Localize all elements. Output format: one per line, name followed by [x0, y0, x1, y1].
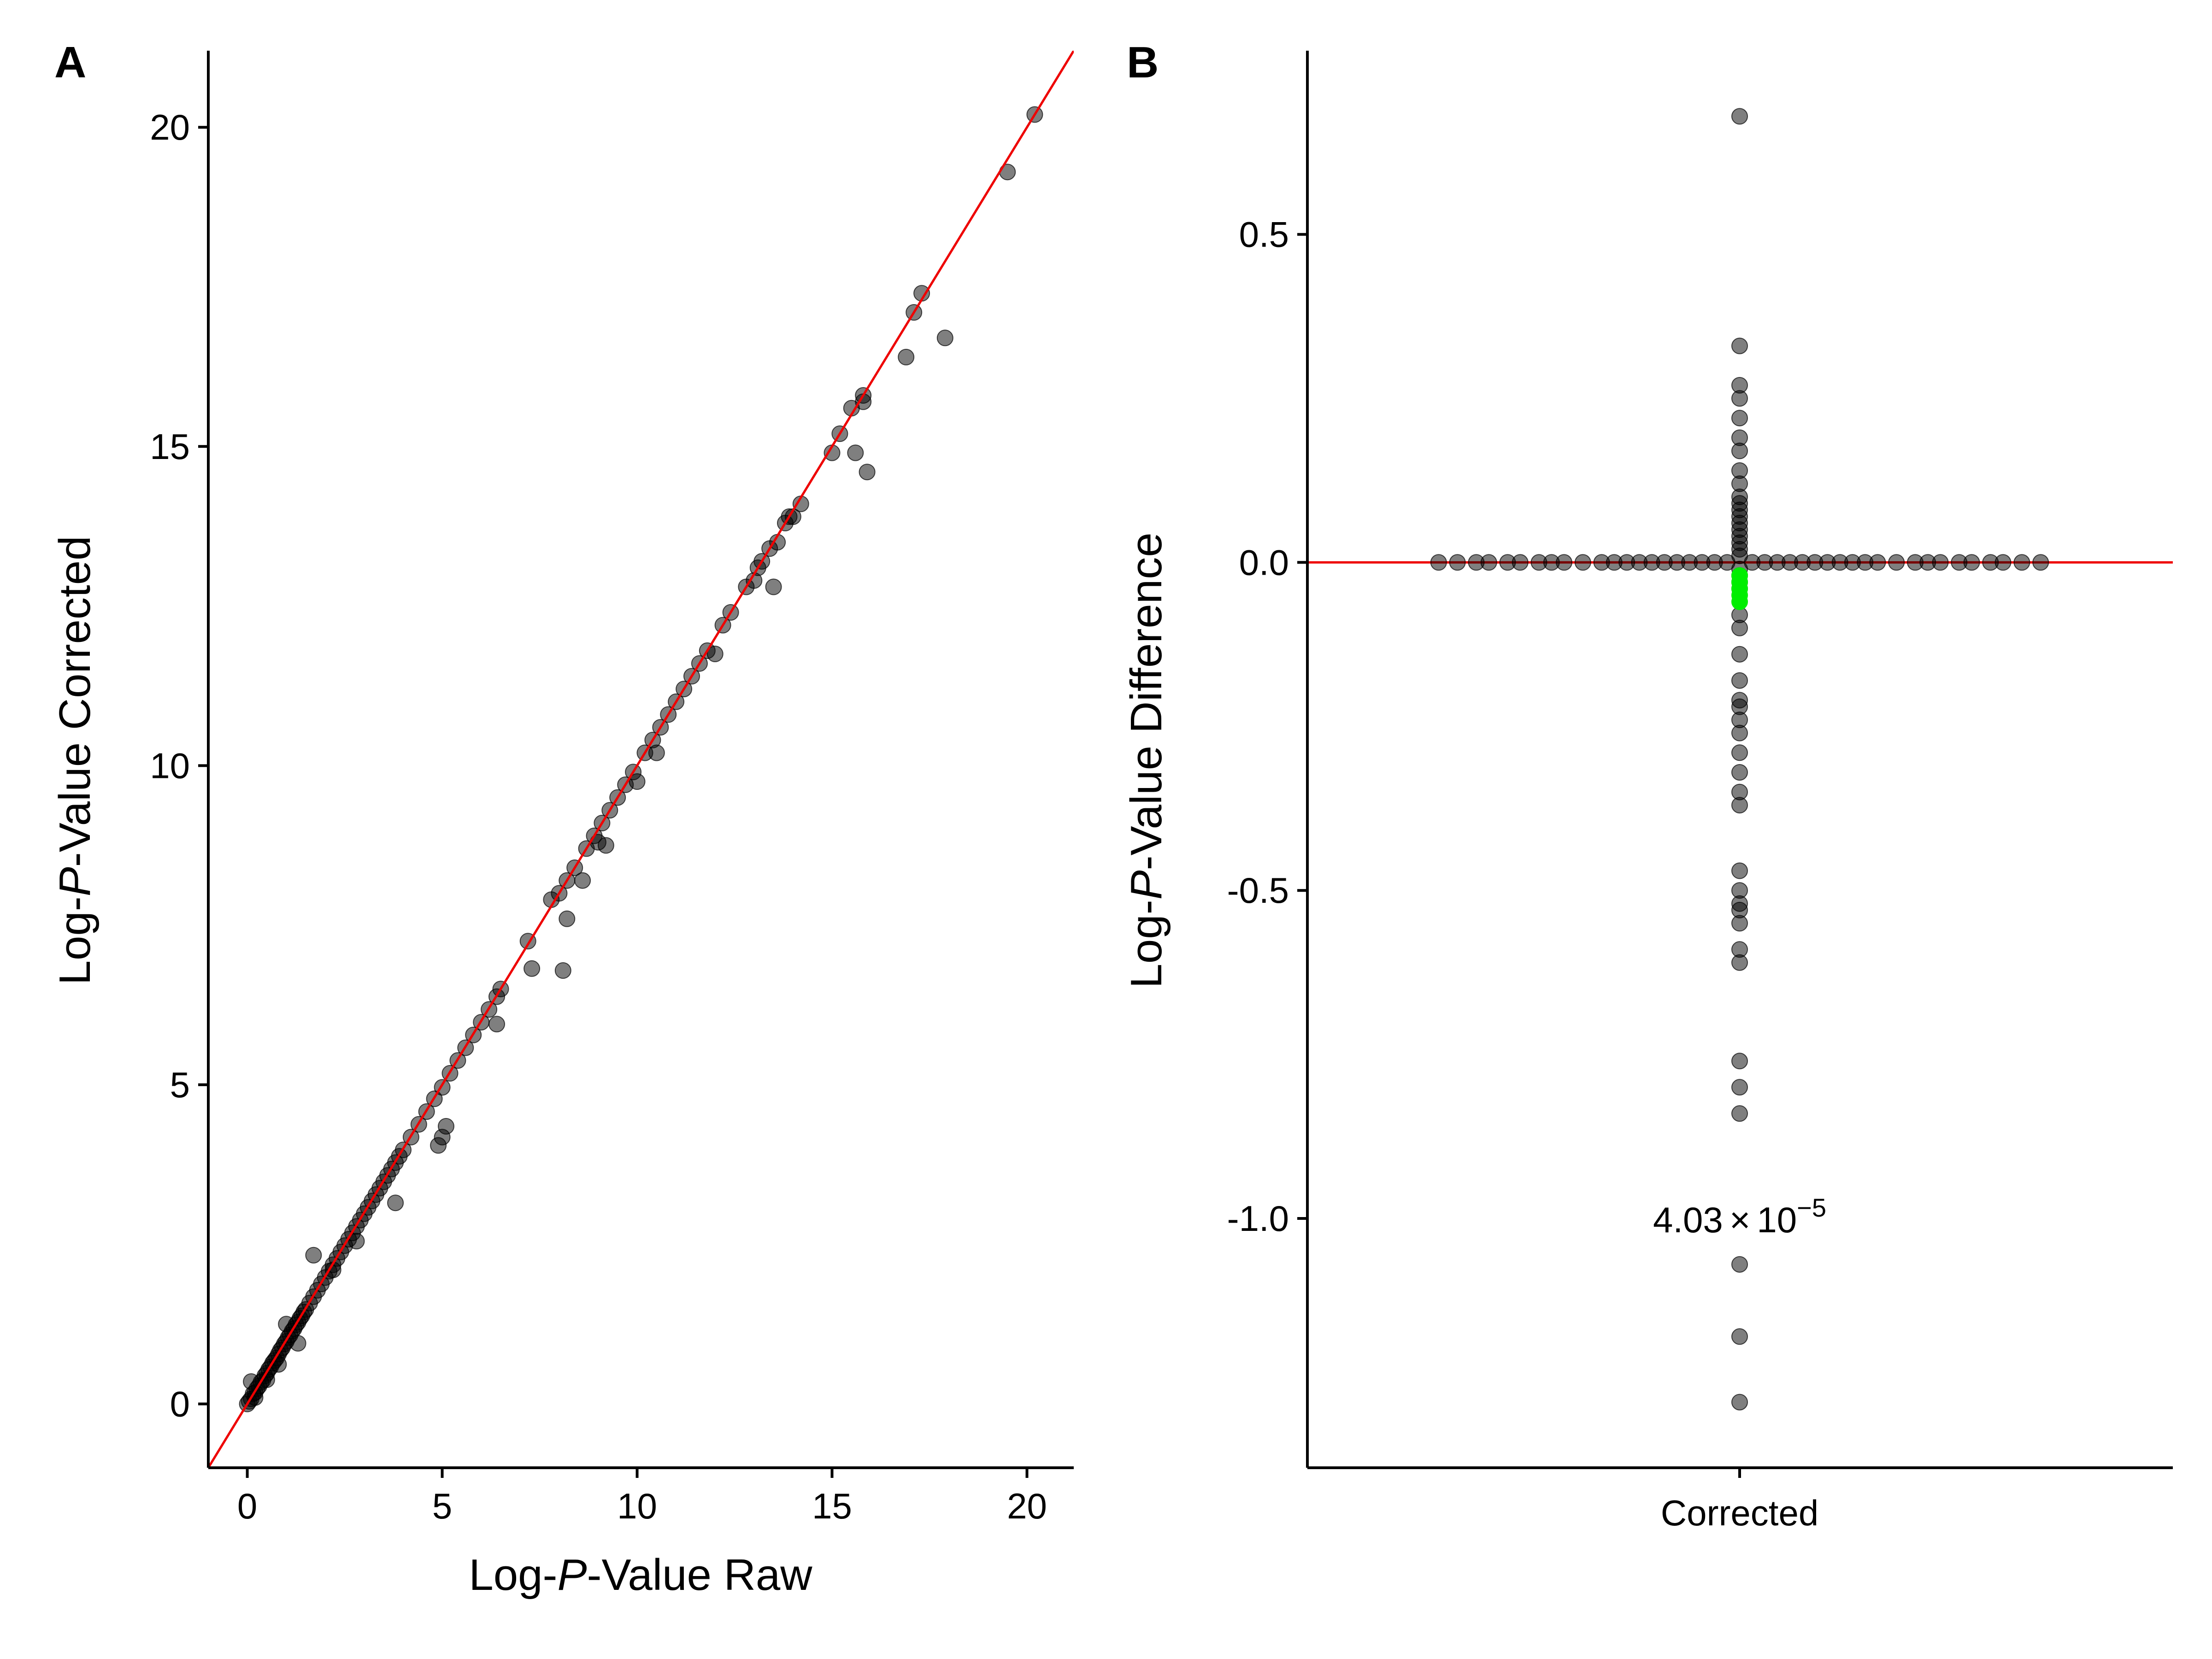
panel-b-point: [1932, 554, 1949, 571]
panel-a-point: [559, 910, 576, 927]
panel-a: A 0 5 10 15 20 0 5 10 15 20 Log-P-Value Raw Log-…: [50, 38, 1074, 1600]
panel-a-x-axis-title: Log-P-Value Raw: [469, 1550, 812, 1600]
panel-b-point: [1731, 410, 1748, 427]
panel-a-y-tick-label: 15: [150, 426, 190, 467]
panel-b-point: [1963, 554, 1980, 571]
panel-a-y-ticks: 0 5 10 15 20: [150, 107, 208, 1424]
panel-b-pvalue-annotation: 4.03 × 10−5: [1653, 1193, 1826, 1240]
panel-a-x-tick-label: 0: [237, 1486, 257, 1526]
panel-b-point: [1731, 744, 1748, 761]
panel-a-point: [936, 329, 953, 347]
panel-a-point: [305, 1247, 322, 1264]
panel-a-point: [387, 1194, 404, 1212]
panel-b-point: [1888, 554, 1905, 571]
panel-b-point: [1731, 1256, 1748, 1273]
panel-b-y-tick-label: 0.0: [1239, 542, 1289, 582]
panel-b-point: [1556, 554, 1572, 571]
panel-b-point: [1731, 646, 1748, 663]
panel-b-point: [1731, 108, 1748, 125]
panel-b-point: [1512, 554, 1529, 571]
panel-b-point: [1994, 554, 2012, 571]
panel-a-point: [898, 348, 915, 365]
panel-b-point: [1731, 1394, 1748, 1411]
panel-b-points: [1430, 108, 2049, 1411]
panel-b-point: [1731, 764, 1748, 781]
panel-b-point: [1731, 915, 1748, 932]
panel-b-point: [1731, 672, 1748, 689]
panel-b-point: [1731, 390, 1748, 407]
panel-a-point: [488, 1016, 505, 1033]
panel-a-y-tick-label: 5: [170, 1065, 190, 1105]
panel-b-point: [1731, 724, 1748, 741]
panel-a-point: [348, 1233, 365, 1250]
panel-a-y-tick-label: 20: [150, 107, 190, 147]
panel-a-point: [859, 464, 876, 481]
panel-a-point: [270, 1356, 287, 1373]
panel-b-point: [1480, 554, 1497, 571]
panel-b-y-tick-label: 0.5: [1239, 214, 1289, 255]
panel-a-point: [847, 444, 864, 461]
panel-a-point: [438, 1118, 454, 1135]
panel-b-point: [1430, 554, 1447, 571]
panel-b-point: [1731, 619, 1748, 636]
panel-a-point: [289, 1335, 306, 1352]
panel-a-point: [574, 872, 591, 889]
panel-b-y-tick-label: -1.0: [1227, 1198, 1289, 1239]
panel-a-point: [554, 962, 571, 979]
panel-a-x-ticks: 0 5 10 15 20: [237, 1468, 1047, 1526]
panel-b-point: [1449, 554, 1466, 571]
panel-b-y-tick-label: -0.5: [1227, 870, 1289, 911]
panel-a-label: A: [54, 38, 86, 87]
panel-b-highlight-point: [1731, 593, 1748, 610]
panel-a-point: [524, 960, 541, 977]
panel-b-point: [1731, 797, 1748, 814]
panel-b-point: [1869, 554, 1886, 571]
panel-b-x-tick-label: Corrected: [1661, 1493, 1818, 1533]
panel-a-point: [706, 646, 724, 662]
panel-a-x-tick-label: 5: [432, 1486, 452, 1526]
panel-a-point: [648, 744, 665, 761]
panel-b-point: [1731, 954, 1748, 971]
panel-b-point: [1731, 1328, 1748, 1345]
panel-a-y-tick-label: 10: [150, 745, 190, 786]
panel-b-point: [1731, 1105, 1748, 1122]
panel-a-point: [765, 578, 782, 595]
panel-a-y-tick-label: 0: [170, 1383, 190, 1424]
panel-a-x-tick-label: 20: [1007, 1486, 1047, 1526]
panel-b-point: [1731, 862, 1748, 879]
panel-b-point: [1731, 442, 1748, 459]
panel-a-y-axis-title: Log-P-Value Corrected: [50, 536, 100, 985]
panel-b-point: [1731, 1079, 1748, 1096]
panel-a-x-tick-label: 10: [617, 1486, 657, 1526]
panel-b-point: [1731, 337, 1748, 354]
panel-a-point: [629, 773, 646, 790]
panel-b-point: [2013, 554, 2030, 571]
panel-b-point: [2032, 554, 2049, 571]
panel-a-point: [597, 837, 614, 854]
panel-a-x-tick-label: 15: [812, 1486, 852, 1526]
panel-b-label: B: [1127, 38, 1159, 87]
panel-b-y-ticks: -1.0 -0.5 0.0 0.5: [1227, 214, 1307, 1239]
panel-b-point: [1574, 554, 1591, 571]
panel-b: B -1.0 -0.5 0.0 0.5 Corrected 4.03 × 10−5 Log…: [1122, 38, 2173, 1533]
panel-b-point: [1731, 1053, 1748, 1070]
panel-a-identity-line: [208, 51, 1074, 1468]
panel-b-y-axis-title: Log-P-Value Difference: [1122, 532, 1171, 988]
panel-a-point: [278, 1316, 295, 1333]
